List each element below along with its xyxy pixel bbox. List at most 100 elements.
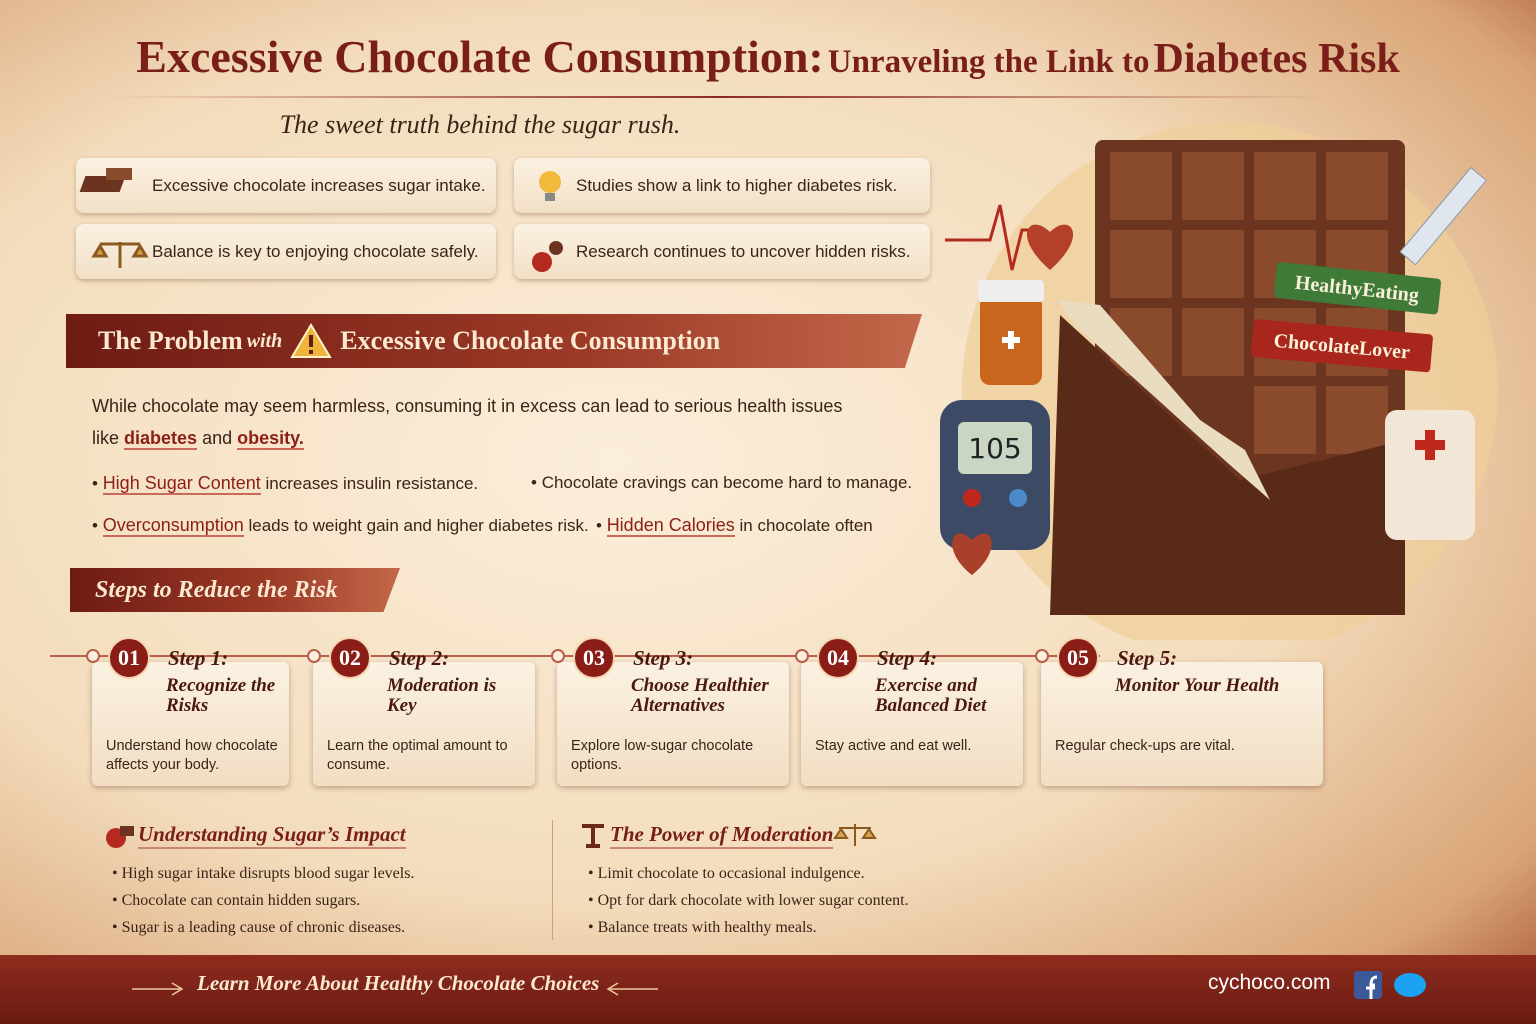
section-bullet: • High sugar intake disrupts blood sugar…: [112, 865, 415, 882]
section-heading: Understanding Sugar’s Impact: [138, 822, 406, 849]
bullet-highlight: Overconsumption: [102, 515, 244, 537]
fact-text: Balance is key to enjoying chocolate saf…: [152, 241, 479, 261]
bullet-text: leads to weight gain and higher diabetes…: [248, 516, 589, 535]
bullet-text: in chocolate often: [739, 516, 873, 535]
bullet-text: Sugar is a leading cause of chronic dise…: [121, 919, 406, 936]
problem-bullet: • High Sugar Content increases insulin r…: [92, 473, 479, 495]
fact-card: Research continues to uncover hidden ris…: [514, 224, 930, 279]
intro-term: obesity.: [237, 428, 304, 450]
bullet-text: Chocolate can contain hidden sugars.: [121, 892, 361, 909]
bullet-highlight: High Sugar Content: [102, 473, 261, 495]
section-bullet: • Balance treats with healthy meals.: [588, 919, 817, 936]
bullet-text: High sugar intake disrupts blood sugar l…: [121, 865, 415, 882]
fact-text: Studies show a link to higher diabetes r…: [576, 175, 898, 195]
step-title: Choose Healthier Alternatives: [631, 675, 769, 716]
intro-term: diabetes: [124, 428, 198, 450]
problem-intro: While chocolate may seem harmless, consu…: [92, 390, 852, 454]
step-dot: [795, 649, 809, 663]
step-title: Moderation is Key: [387, 675, 497, 716]
step-card: [313, 662, 535, 786]
section-bullets: • High sugar intake disrupts blood sugar…: [112, 860, 414, 941]
step-number: 02: [329, 637, 371, 679]
step-number: 03: [573, 637, 615, 679]
section-heading: The Power of Moderation: [610, 822, 834, 849]
section-icon: [106, 826, 134, 848]
bullet-text: Balance treats with healthy meals.: [597, 919, 817, 936]
title-main: Excessive Chocolate Consumption:: [136, 31, 824, 82]
step-label: Step 3:: [633, 646, 694, 670]
step-number: 05: [1057, 637, 1099, 679]
arrow: [132, 982, 184, 996]
social-icons[interactable]: [1352, 969, 1432, 1001]
step-description: Learn the optimal amount to consume.: [327, 738, 508, 773]
step-description: Regular check-ups are vital.: [1055, 738, 1235, 754]
step-title: Recognize the Risks: [166, 675, 276, 716]
problem-bullet: • Overconsumption leads to weight gain a…: [92, 515, 589, 537]
problem-heading-with: with: [246, 329, 283, 352]
step-dot: [1035, 649, 1049, 663]
intro-joiner: and: [202, 428, 233, 448]
scale-icon: [833, 824, 878, 846]
bullet-text: Limit chocolate to occasional indulgence…: [597, 865, 865, 882]
problem-banner: The Problem with Excessive Chocolate Con…: [66, 314, 922, 368]
warning-icon: [290, 323, 333, 358]
fact-icons: [79, 168, 563, 272]
section-divider: [552, 820, 553, 940]
steps-heading: Steps to Reduce the Risk: [95, 576, 338, 603]
section: Understanding Sugar’s Impact • High suga…: [100, 820, 414, 941]
step-title: Monitor Your Health: [1115, 675, 1280, 696]
step-card: [557, 662, 789, 786]
fact-card: Balance is key to enjoying chocolate saf…: [76, 224, 496, 279]
arrow: [606, 982, 658, 996]
problem-heading-end: Excessive Chocolate Consumption: [340, 326, 721, 355]
chocolate-illustration: 105 HealthyEating ChocolateLover: [940, 122, 1498, 640]
steps-banner: Steps to Reduce the Risk: [70, 568, 400, 612]
step-label: Step 5:: [1117, 646, 1178, 670]
intro-text: While chocolate may seem harmless, consu…: [92, 396, 843, 448]
step-label: Step 2:: [389, 646, 450, 670]
bullet-text: increases insulin resistance.: [265, 474, 479, 493]
step-title: Exercise and Balanced Diet: [875, 675, 987, 716]
bullet-text: Opt for dark chocolate with lower sugar …: [597, 892, 909, 909]
bullet-highlight: Hidden Calories: [606, 515, 735, 537]
step-dot: [307, 649, 321, 663]
step-description: Explore low-sugar chocolate options.: [571, 738, 754, 773]
section-bullet: • Opt for dark chocolate with lower suga…: [588, 892, 909, 909]
step-label: Step 1:: [168, 646, 229, 670]
step-card: [1041, 662, 1323, 786]
step-dot: [551, 649, 565, 663]
problem-bullet: • Hidden Calories in chocolate often: [596, 515, 873, 537]
fact-text: Research continues to uncover hidden ris…: [576, 241, 911, 261]
step-number: 04: [817, 637, 859, 679]
fact-card: Excessive chocolate increases sugar inta…: [76, 158, 496, 213]
subtitle: The sweet truth behind the sugar rush.: [279, 110, 681, 139]
step-dot: [86, 649, 100, 663]
title: Excessive Chocolate Consumption: Unravel…: [0, 30, 1536, 83]
fact-text: Excessive chocolate increases sugar inta…: [152, 175, 486, 195]
step-label: Step 4:: [877, 646, 938, 670]
footer-site[interactable]: cychoco.com: [1208, 971, 1331, 994]
title-end: Diabetes Risk: [1153, 36, 1400, 82]
problem-bullet: • Chocolate cravings can become hard to …: [531, 473, 913, 492]
problem-heading-start: The Problem: [98, 326, 243, 355]
section-bullet: • Sugar is a leading cause of chronic di…: [112, 919, 406, 936]
section-icon: [582, 824, 604, 848]
section-bullet: • Chocolate can contain hidden sugars.: [112, 892, 361, 909]
bullet-text: Chocolate cravings can become hard to ma…: [541, 473, 913, 492]
section-bullet: • Limit chocolate to occasional indulgen…: [588, 865, 865, 882]
title-middle: Unraveling the Link to: [827, 44, 1150, 80]
fact-card: Studies show a link to higher diabetes r…: [514, 158, 930, 213]
footer-cta[interactable]: Learn More About Healthy Chocolate Choic…: [197, 971, 600, 995]
meter-reading: 105: [968, 432, 1021, 465]
footer: Learn More About Healthy Chocolate Choic…: [0, 955, 1536, 1024]
step-description: Understand how chocolate affects your bo…: [106, 738, 278, 773]
step-card: [801, 662, 1023, 786]
section-bullets: • Limit chocolate to occasional indulgen…: [588, 860, 909, 941]
step-card: [92, 662, 289, 786]
step-description: Stay active and eat well.: [815, 738, 972, 754]
step-number: 01: [108, 637, 150, 679]
title-rule: [110, 96, 1330, 98]
section: The Power of Moderation • Limit chocolat…: [576, 820, 909, 941]
